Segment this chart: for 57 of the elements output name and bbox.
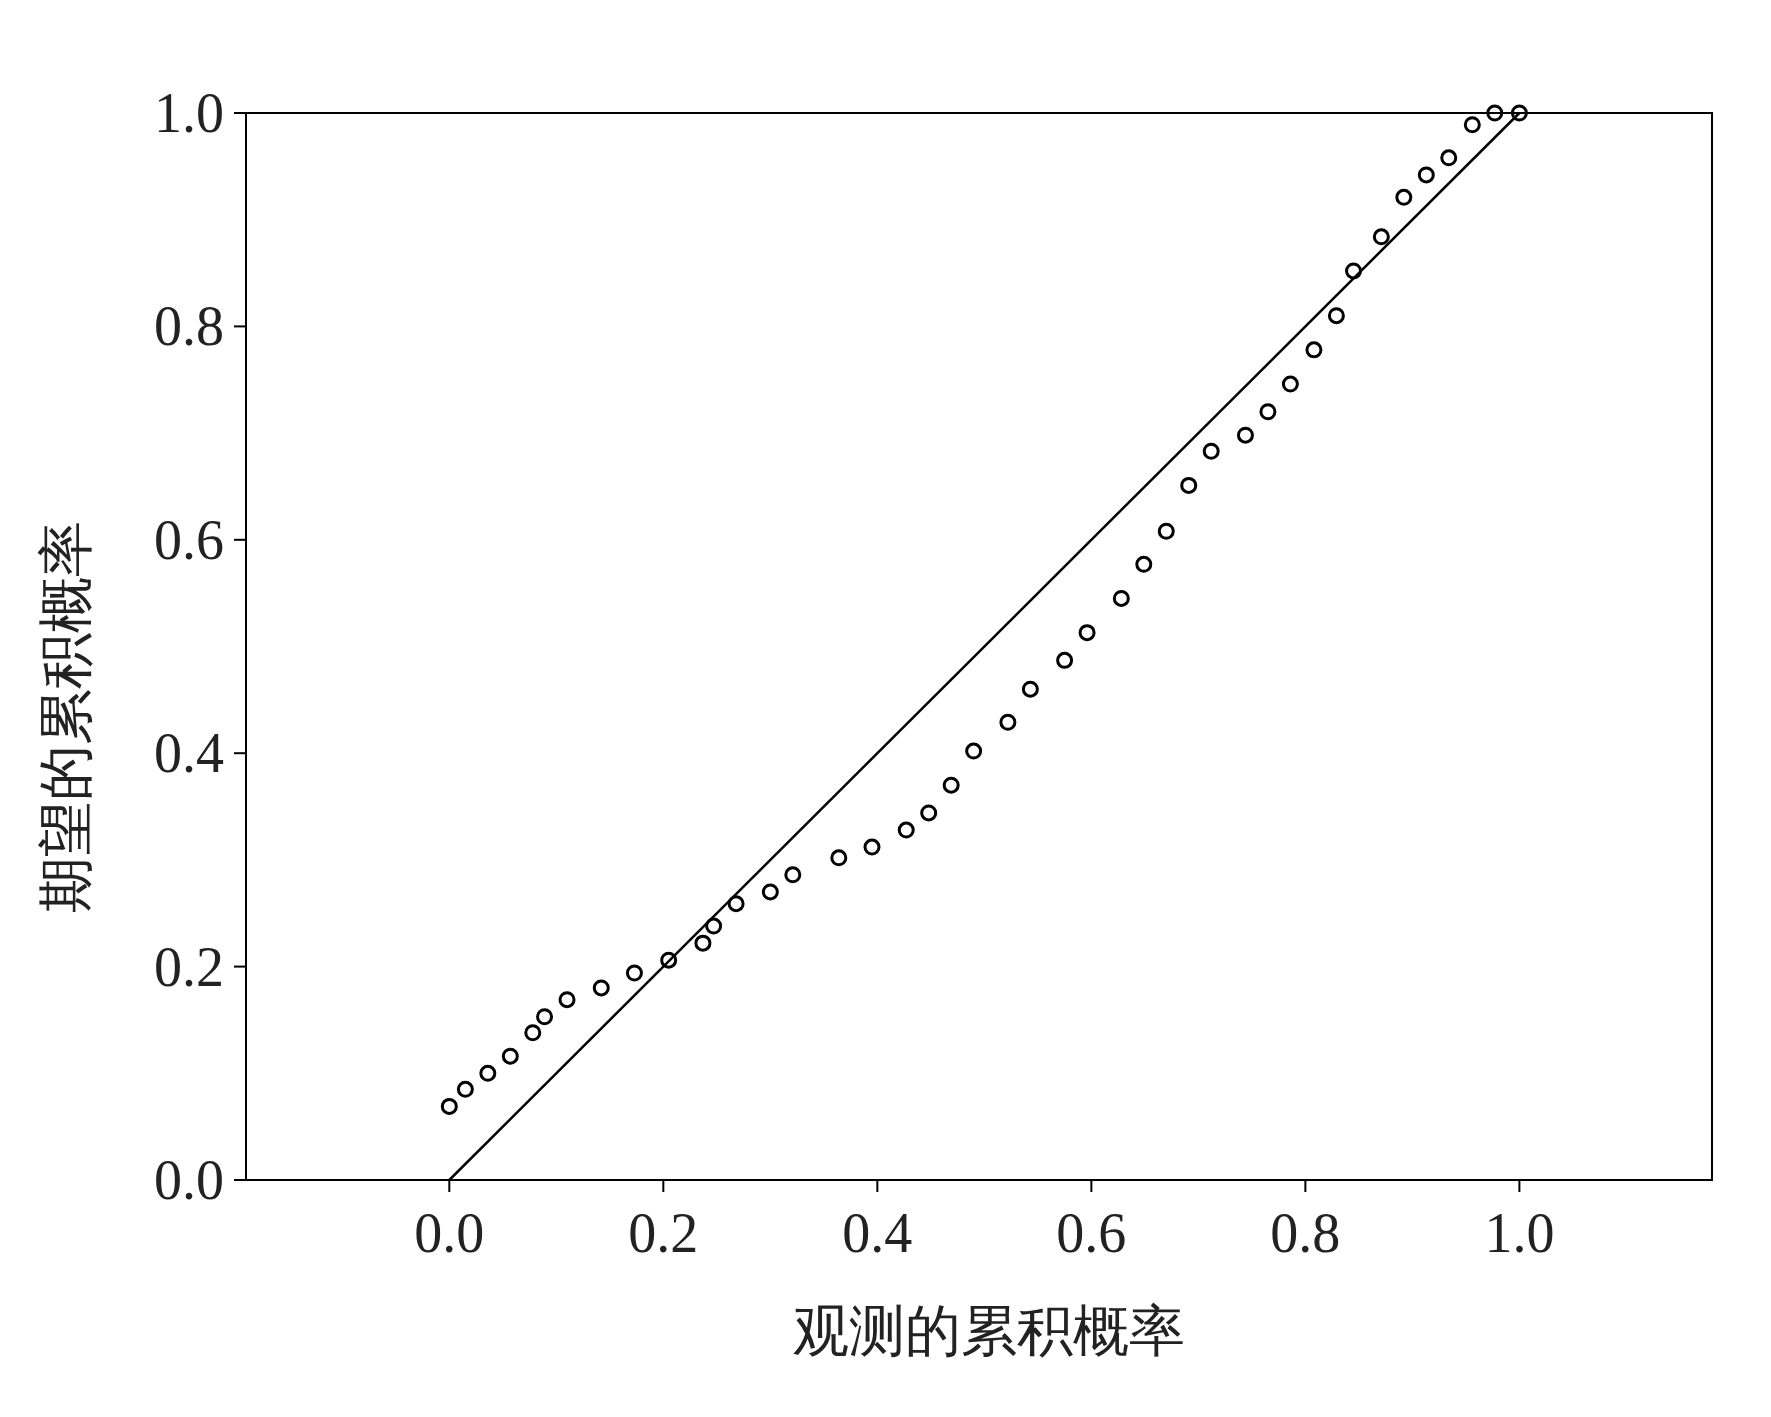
point (1078, 624, 1096, 642)
point (1417, 166, 1435, 184)
point (1327, 307, 1345, 325)
x-tick-label: 0.0 (414, 1202, 485, 1264)
y-tick-label: 0.8 (154, 295, 224, 358)
y-tick-label: 0.0 (154, 1149, 224, 1211)
y-tick-label: 1.0 (154, 82, 224, 144)
point (479, 1064, 497, 1082)
x-tick-label: 1.0 (1484, 1202, 1555, 1264)
x-tick-label: 0.4 (842, 1202, 913, 1264)
point (1395, 188, 1413, 206)
y-tick-label: 0.4 (154, 722, 224, 785)
point (1112, 589, 1130, 607)
y-tick-label: 0.6 (154, 508, 224, 571)
point (863, 838, 881, 856)
point (727, 895, 745, 913)
point (694, 934, 712, 952)
point (1259, 403, 1277, 421)
point (456, 1080, 474, 1098)
point (660, 951, 678, 969)
point (1135, 555, 1153, 573)
point (1281, 375, 1299, 393)
point (558, 991, 576, 1009)
point (784, 866, 802, 884)
point (1305, 341, 1323, 359)
y-axis-title: 期望的累积概率 (35, 520, 97, 913)
point (830, 849, 848, 867)
point (1486, 104, 1504, 122)
x-tick-label: 0.6 (1056, 1202, 1127, 1264)
x-tick-label: 0.8 (1270, 1202, 1341, 1264)
point (524, 1024, 542, 1042)
point (625, 964, 643, 982)
point (1056, 651, 1074, 669)
point (705, 917, 723, 935)
point (1180, 476, 1198, 494)
x-axis-title: 观测的累积概率 (793, 1300, 1185, 1362)
point (1463, 116, 1481, 134)
y-tick-label: 0.2 (154, 935, 224, 998)
point (999, 713, 1017, 731)
point (1157, 522, 1175, 540)
point (536, 1008, 554, 1026)
point (920, 804, 938, 822)
point (1202, 442, 1220, 460)
point (897, 821, 915, 839)
point (1021, 680, 1039, 698)
point (761, 883, 779, 901)
point (1510, 104, 1528, 122)
point (501, 1047, 519, 1065)
point (1345, 262, 1363, 280)
x-tick-label: 0.2 (628, 1202, 699, 1264)
point (1236, 426, 1254, 444)
point (1372, 228, 1390, 246)
point (965, 742, 983, 760)
point (440, 1097, 458, 1115)
point (1440, 149, 1458, 167)
point (592, 979, 610, 997)
point (942, 776, 960, 794)
